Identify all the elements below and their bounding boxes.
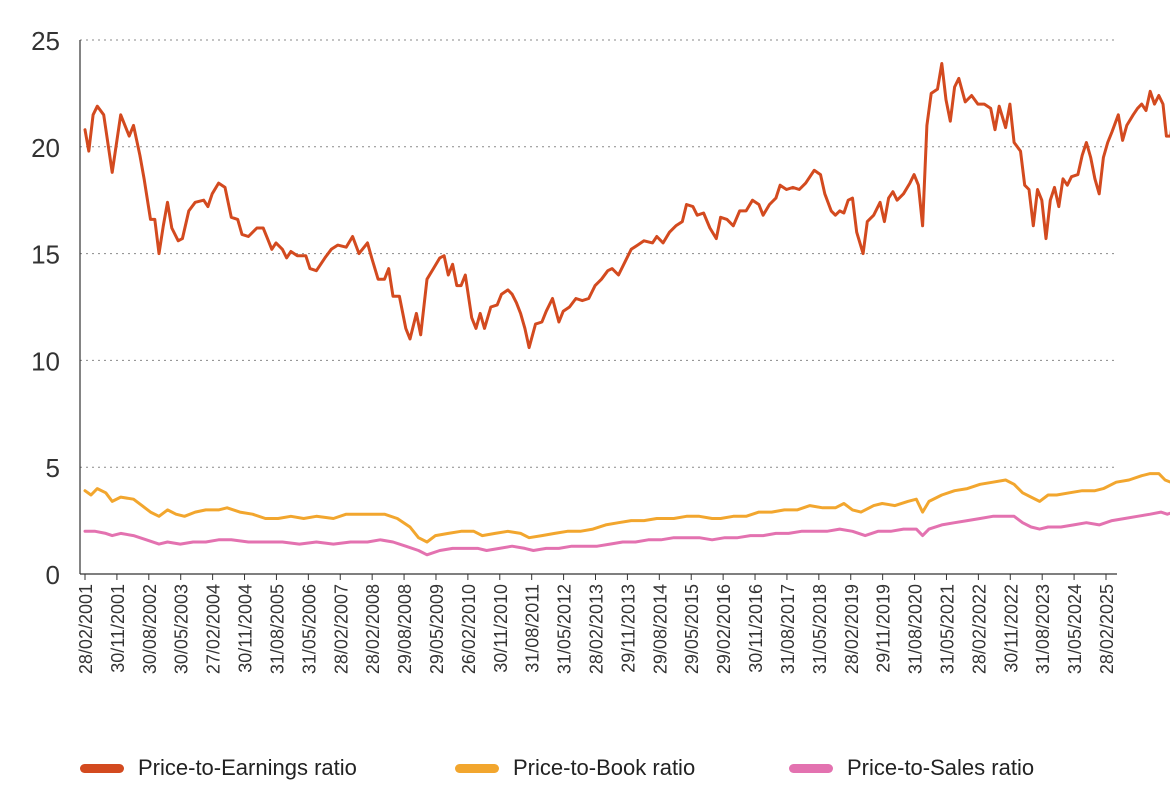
series-line-ps[interactable] — [83, 510, 1170, 557]
legend-label-pe: Price-to-Earnings ratio — [138, 755, 357, 780]
x-tick-label: 30/05/2003 — [172, 584, 192, 674]
series-lines — [83, 62, 1170, 557]
x-tick-label: 30/11/2001 — [108, 584, 128, 673]
x-axis-ticks: 28/02/2001 30/11/2001 30/08/2002 30/05/2003… — [76, 574, 1117, 674]
y-tick-label: 25 — [31, 26, 60, 56]
x-tick-label: 30/11/2010 — [491, 584, 511, 673]
legend-item-ps[interactable]: Price-to-Sales ratio — [789, 748, 1034, 788]
x-tick-label: 31/05/2012 — [555, 584, 575, 674]
x-tick-label: 31/08/2011 — [523, 584, 543, 673]
y-tick-label: 10 — [31, 346, 60, 376]
y-axis-ticks: 0 5 10 15 20 25 — [31, 26, 60, 590]
x-tick-label: 28/02/2001 — [76, 584, 96, 674]
y-tick-label: 20 — [31, 133, 60, 163]
x-tick-label: 29/08/2014 — [650, 584, 670, 674]
x-tick-label: 28/02/2022 — [969, 584, 989, 674]
x-tick-label: 28/02/2008 — [363, 584, 383, 674]
x-tick-label: 29/08/2008 — [395, 584, 415, 674]
series-line-pe[interactable] — [83, 62, 1170, 350]
x-tick-label: 30/11/2004 — [236, 584, 256, 673]
legend-label-pb: Price-to-Book ratio — [513, 755, 696, 780]
gridlines — [80, 39, 1117, 468]
x-tick-label: 31/08/2005 — [267, 584, 287, 674]
legend-item-pe[interactable]: Price-to-Earnings ratio — [80, 748, 357, 788]
x-tick-label: 28/02/2013 — [587, 584, 607, 674]
legend: Price-to-Earnings ratio Price-to-Book ra… — [0, 748, 1170, 788]
x-tick-label: 28/02/2025 — [1097, 584, 1117, 674]
x-tick-label: 29/11/2013 — [618, 584, 638, 673]
x-tick-label: 31/08/2020 — [906, 584, 926, 674]
x-tick-label: 29/02/2016 — [714, 584, 734, 674]
x-tick-label: 29/05/2009 — [427, 584, 447, 674]
x-tick-label: 28/02/2019 — [842, 584, 862, 674]
x-tick-label: 30/08/2002 — [140, 584, 160, 674]
x-tick-label: 30/11/2022 — [1001, 584, 1021, 673]
x-tick-label: 31/08/2017 — [778, 584, 798, 674]
y-tick-label: 15 — [31, 240, 60, 270]
x-tick-label: 26/02/2010 — [459, 584, 479, 674]
x-tick-label: 28/02/2007 — [331, 584, 351, 674]
legend-swatch-pe — [80, 763, 124, 773]
x-tick-label: 29/11/2019 — [874, 584, 894, 673]
x-tick-label: 29/05/2015 — [682, 584, 702, 674]
y-tick-label: 5 — [46, 453, 60, 483]
x-tick-label: 31/05/2021 — [937, 584, 957, 674]
x-tick-label: 27/02/2004 — [204, 584, 224, 674]
x-tick-label: 31/05/2006 — [299, 584, 319, 674]
legend-label-ps: Price-to-Sales ratio — [847, 755, 1035, 780]
x-tick-label: 31/05/2018 — [810, 584, 830, 674]
x-tick-label: 31/08/2023 — [1033, 584, 1053, 674]
x-tick-label: 30/11/2016 — [746, 584, 766, 673]
legend-swatch-ps — [789, 763, 833, 773]
line-chart: 0 5 10 15 20 25 28/02/2001 30/11/2001 30/08/200… — [31, 26, 1170, 674]
y-tick-label: 0 — [46, 560, 60, 590]
legend-swatch-pb — [455, 763, 499, 773]
legend-item-pb[interactable]: Price-to-Book ratio — [455, 748, 695, 788]
series-line-pb[interactable] — [83, 472, 1170, 544]
x-tick-label: 31/05/2024 — [1065, 584, 1085, 674]
